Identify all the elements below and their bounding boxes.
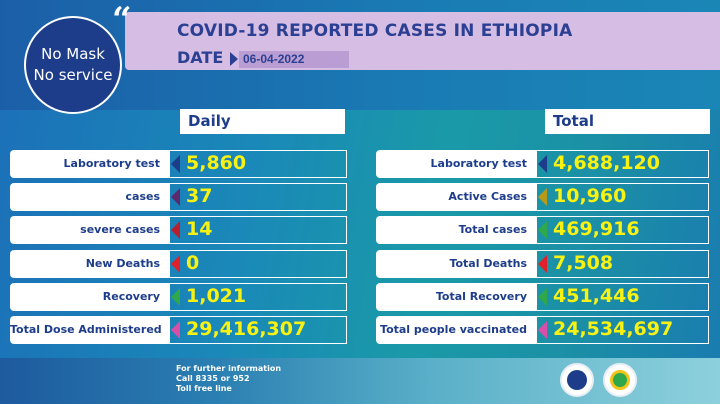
total-row-value: 10,960 [537,183,709,211]
logo-line-1: No Mask [41,45,105,63]
date-value: 06-04-2022 [239,51,349,68]
daily-row-value: 5,860 [170,150,347,178]
marker-arrow-icon [538,321,547,339]
daily-row-value: 29,416,307 [170,316,347,344]
daily-row-label: Laboratory test [10,150,170,178]
ephi-seal-icon [560,363,594,397]
total-row-label: Total people vaccinated [376,316,537,344]
total-row-label: Active Cases [376,183,537,211]
total-row-label: Total Recovery [376,283,537,311]
marker-arrow-icon [538,255,547,273]
logo-line-2: No service [33,66,113,84]
marker-arrow-icon [171,155,180,173]
total-row-value: 469,916 [537,216,709,244]
total-row-value: 24,534,697 [537,316,709,344]
total-row-label: Total Deaths [376,250,537,278]
marker-arrow-icon [171,188,180,206]
daily-row-label: Recovery [10,283,170,311]
footer: For further information Call 8335 or 952… [0,358,720,404]
daily-row: Laboratory test 5,860 [10,150,347,178]
total-row-value: 451,446 [537,283,709,311]
marker-arrow-icon [171,221,180,239]
total-row-label: Total cases [376,216,537,244]
marker-arrow-icon [538,188,547,206]
total-header: Total [545,109,710,134]
marker-arrow-icon [538,155,547,173]
total-row-value: 4,688,120 [537,150,709,178]
marker-arrow-icon [538,288,547,306]
daily-row-label: Total Dose Administered [10,316,170,344]
daily-header: Daily [180,109,345,134]
quote-mark-icon: “ [112,0,132,40]
daily-row: New Deaths 0 [10,250,347,278]
footer-line-1: For further information [176,364,282,373]
footer-info: For further information Call 8335 or 952… [176,364,281,394]
daily-row-value: 1,021 [170,283,347,311]
total-row: Total Recovery 451,446 [376,283,709,311]
marker-arrow-icon [171,321,180,339]
total-row: Laboratory test 4,688,120 [376,150,709,178]
daily-row: severe cases 14 [10,216,347,244]
daily-row-value: 37 [170,183,347,211]
footer-line-2: Call 8335 or 952 [176,374,250,383]
daily-row-label: severe cases [10,216,170,244]
date-arrow-icon [230,52,238,66]
total-row: Active Cases 10,960 [376,183,709,211]
page-title: COVID-19 REPORTED CASES IN ETHIOPIA [177,21,573,41]
total-row-label: Laboratory test [376,150,537,178]
daily-row: Recovery 1,021 [10,283,347,311]
marker-arrow-icon [538,221,547,239]
marker-arrow-icon [171,288,180,306]
total-row: Total people vaccinated 24,534,697 [376,316,709,344]
no-mask-logo: No Mask No service [24,16,122,114]
daily-row: Total Dose Administered 29,416,307 [10,316,347,344]
marker-arrow-icon [171,255,180,273]
title-banner: COVID-19 REPORTED CASES IN ETHIOPIA DATE… [125,12,720,70]
date-label: DATE [177,48,224,67]
total-row: Total cases 469,916 [376,216,709,244]
total-row: Total Deaths 7,508 [376,250,709,278]
daily-row-value: 14 [170,216,347,244]
moh-seal-icon [603,363,637,397]
daily-row-label: New Deaths [10,250,170,278]
daily-row-value: 0 [170,250,347,278]
total-row-value: 7,508 [537,250,709,278]
footer-line-3: Toll free line [176,384,232,393]
daily-row: cases 37 [10,183,347,211]
daily-row-label: cases [10,183,170,211]
